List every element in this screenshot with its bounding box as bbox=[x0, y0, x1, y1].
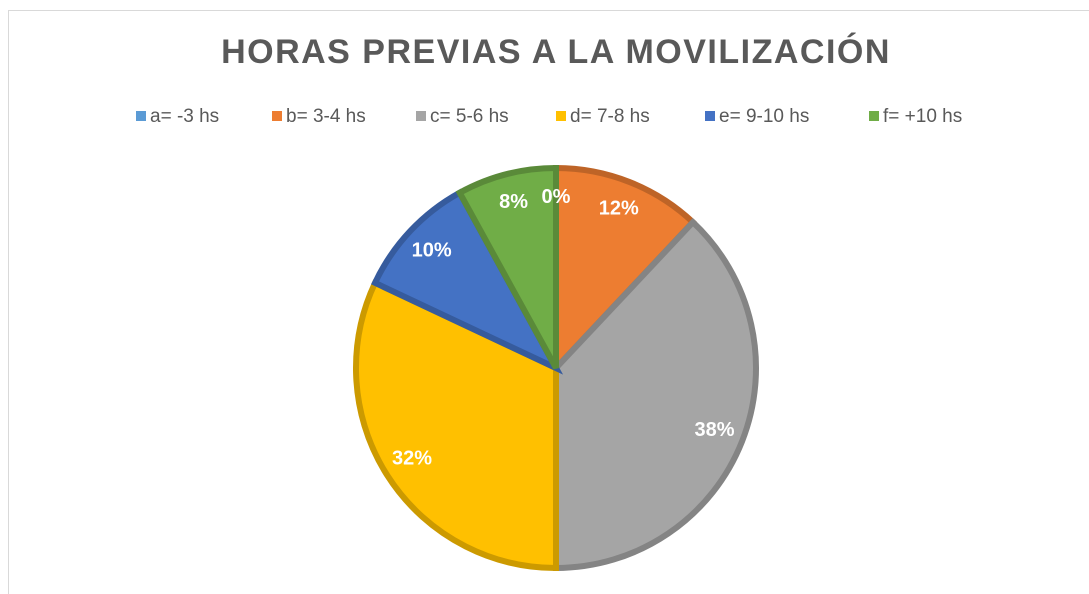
data-label: 8% bbox=[499, 191, 528, 213]
legend-label: c= 5-6 hs bbox=[430, 106, 509, 127]
data-label: 12% bbox=[599, 198, 639, 220]
pie-slice bbox=[371, 188, 564, 375]
pie-slice bbox=[553, 164, 698, 376]
legend-marker bbox=[705, 111, 715, 121]
legend-marker bbox=[416, 111, 426, 121]
legend-label: f= +10 hs bbox=[883, 106, 962, 127]
pie-slice bbox=[553, 217, 759, 572]
pie-slice bbox=[455, 164, 559, 370]
legend-marker bbox=[272, 111, 282, 121]
legend-marker bbox=[556, 111, 566, 121]
data-label: 0% bbox=[542, 186, 571, 208]
legend-label: b= 3-4 hs bbox=[286, 106, 366, 127]
data-label: 32% bbox=[392, 448, 432, 470]
pie-slice bbox=[353, 278, 559, 572]
legend-label: e= 9-10 hs bbox=[719, 106, 809, 127]
legend-label: d= 7-8 hs bbox=[570, 106, 650, 127]
data-label: 38% bbox=[695, 419, 735, 441]
legend-label: a= -3 hs bbox=[150, 106, 219, 127]
legend-marker bbox=[136, 111, 146, 121]
chart-title: HORAS PREVIAS A LA MOVILIZACIÓN bbox=[221, 33, 891, 71]
data-label: 10% bbox=[412, 240, 452, 262]
legend-marker bbox=[869, 111, 879, 121]
